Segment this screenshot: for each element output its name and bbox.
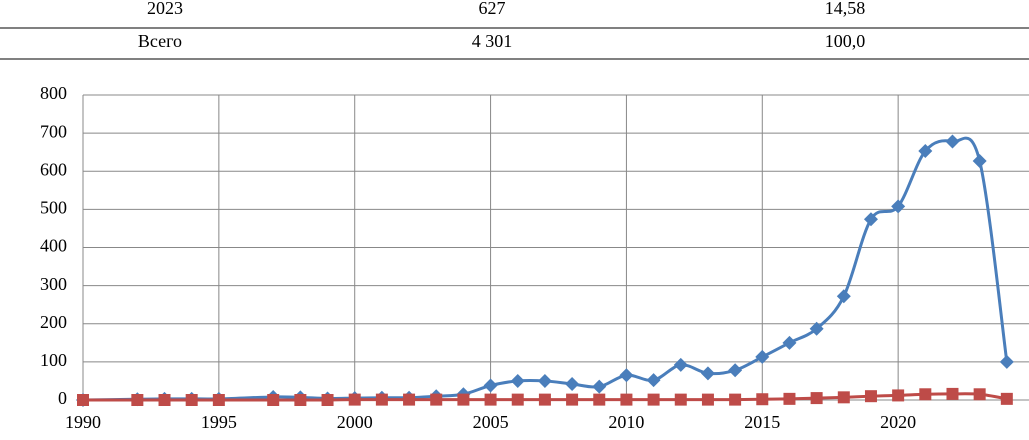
marker xyxy=(919,388,932,401)
series-line xyxy=(82,136,1009,402)
marker xyxy=(457,393,470,406)
y-tick-label: 700 xyxy=(40,121,67,141)
marker xyxy=(837,391,850,404)
marker xyxy=(783,392,796,405)
y-tick-label: 400 xyxy=(40,236,67,256)
y-tick-label: 600 xyxy=(40,159,67,179)
marker xyxy=(430,393,443,406)
marker xyxy=(892,389,905,402)
marker xyxy=(619,368,634,383)
y-tick-label: 500 xyxy=(40,198,67,218)
x-tick-label: 2020 xyxy=(880,412,916,432)
marker xyxy=(483,378,498,393)
marker xyxy=(131,394,144,406)
marker xyxy=(212,394,225,406)
marker xyxy=(728,363,743,378)
marker xyxy=(973,388,986,401)
marker xyxy=(810,392,823,405)
marker xyxy=(809,321,824,336)
marker xyxy=(864,390,877,403)
marker xyxy=(321,394,334,406)
marker xyxy=(565,376,580,391)
marker xyxy=(158,394,171,406)
marker xyxy=(863,212,878,227)
table-cell: 14,58 xyxy=(825,0,866,18)
y-tick-label: 200 xyxy=(40,312,67,332)
x-tick-label: 2010 xyxy=(608,412,644,432)
marker xyxy=(375,393,388,406)
marker xyxy=(646,373,661,388)
y-tick-label: 800 xyxy=(40,83,67,103)
y-tick-label: 0 xyxy=(58,388,67,408)
marker xyxy=(945,134,960,149)
table-cell: 100,0 xyxy=(825,31,866,51)
marker xyxy=(511,393,524,406)
marker xyxy=(918,144,933,159)
table-cell: 2023 xyxy=(147,0,183,18)
x-tick-label: 1995 xyxy=(201,412,237,432)
x-tick-label: 2005 xyxy=(473,412,509,432)
marker xyxy=(1000,392,1013,405)
marker xyxy=(701,393,714,406)
marker xyxy=(593,393,606,406)
marker xyxy=(403,393,416,406)
marker xyxy=(592,379,607,394)
marker xyxy=(756,393,769,406)
marker xyxy=(782,335,797,350)
y-tick-label: 100 xyxy=(40,350,67,370)
marker xyxy=(484,393,497,406)
table-cell: 4 301 xyxy=(472,31,513,51)
marker xyxy=(538,393,551,406)
marker xyxy=(700,366,715,381)
x-tick-label: 2000 xyxy=(337,412,373,432)
marker xyxy=(348,393,361,406)
marker xyxy=(891,199,906,214)
marker xyxy=(77,394,89,406)
table-cell: Всего xyxy=(138,31,182,51)
marker xyxy=(267,394,280,406)
marker xyxy=(647,393,660,406)
x-tick-label: 2015 xyxy=(744,412,780,432)
x-tick-label: 1990 xyxy=(65,412,101,432)
marker xyxy=(620,393,633,406)
marker xyxy=(537,373,552,388)
marker xyxy=(294,394,307,406)
marker xyxy=(566,393,579,406)
table-cell: 627 xyxy=(479,0,506,18)
marker xyxy=(946,387,959,400)
y-tick-label: 300 xyxy=(40,274,67,294)
marker xyxy=(673,357,688,372)
marker xyxy=(729,393,742,406)
marker xyxy=(836,289,851,304)
marker xyxy=(972,153,987,168)
marker xyxy=(185,394,198,406)
marker xyxy=(999,354,1014,369)
marker xyxy=(510,373,525,388)
marker xyxy=(674,393,687,406)
marker xyxy=(755,349,770,364)
